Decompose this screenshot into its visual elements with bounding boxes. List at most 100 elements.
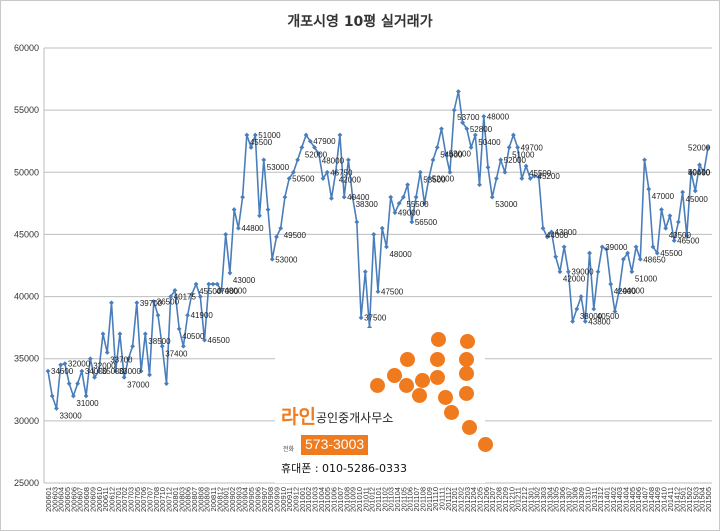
data-label: 33000 [119,367,142,376]
data-point [345,157,351,163]
x-tick-label: 200812 [215,487,224,512]
data-label: 48000 [389,250,412,259]
data-point [269,256,275,262]
data-label: 51000 [635,275,658,284]
data-point [464,126,470,132]
data-label: 45500 [529,169,552,178]
x-tick-label: 200605 [63,487,72,512]
data-point [675,219,681,225]
data-label: 46750 [330,168,353,177]
data-point [460,120,466,125]
x-tick-label: 201407 [641,487,650,512]
x-tick-label: 201006 [330,487,339,512]
x-tick-label: 200809 [203,487,212,512]
data-point [587,250,592,256]
data-point [134,300,140,306]
x-tick-label: 201204 [469,487,478,512]
x-tick-label: 200707 [146,487,155,512]
x-tick-label: 201102 [380,487,389,511]
logo-dot [431,332,446,347]
data-label: 47000 [216,287,239,296]
x-tick-label: 200806 [184,487,193,512]
data-point [282,194,288,200]
data-point [231,207,237,212]
data-point [197,294,203,299]
data-point [362,269,368,275]
x-tick-label: 201310 [583,487,592,512]
data-point [642,157,647,163]
data-point [494,176,499,181]
data-point [392,210,398,216]
x-tick-label: 200803 [177,487,186,512]
x-tick-label: 201205 [476,487,485,512]
data-point [599,244,605,250]
data-point [684,233,690,239]
x-tick-label: 201011 [361,487,370,511]
data-point [206,281,212,287]
data-label: 38000 [580,312,603,321]
logo-dot [400,352,415,367]
data-label: 52000 [688,143,711,152]
data-point [604,246,609,252]
x-tick-label: 200607 [76,487,85,512]
phone-label: 전화 [283,446,295,453]
x-tick-label: 201101 [374,487,383,511]
x-tick-label: 201408 [647,487,656,512]
data-label: 54000 [440,150,463,159]
data-point [164,381,169,386]
data-point [337,132,343,138]
x-tick-label: 201203 [463,487,472,512]
x-tick-label: 200608 [82,487,91,512]
data-point [45,368,51,374]
data-point [202,337,207,343]
data-label: 36500 [157,298,180,307]
data-label: 50400 [478,138,501,147]
x-tick-label: 200604 [57,487,66,512]
x-tick-label: 201201 [450,487,459,512]
data-point [210,281,216,287]
data-point [49,393,55,399]
x-tick-label: 201010 [355,487,364,512]
data-point [553,254,559,260]
x-tick-label: 201412 [672,487,681,512]
logo-dot [370,378,385,393]
data-label: 53000 [495,200,518,209]
logo-dot [459,366,474,381]
data-label: 47900 [313,137,336,146]
data-label: 39700 [140,299,163,308]
data-point [189,291,195,297]
data-point [358,315,364,321]
data-point [549,229,554,235]
data-point [620,256,626,262]
x-tick-label: 201107 [412,487,421,511]
data-point [350,194,356,200]
data-label: 44800 [241,224,264,233]
data-point [608,281,614,287]
data-label: 55500 [406,200,429,209]
data-point [451,107,457,113]
y-tick-label: 55000 [14,105,39,115]
data-point [540,225,546,231]
x-tick-label: 200609 [88,487,97,512]
x-tick-label: 201212 [520,487,529,512]
data-point [92,374,97,380]
data-point [290,169,296,175]
x-tick-label: 201002 [304,487,313,512]
data-label: 43800 [588,317,611,326]
x-tick-label: 201211 [514,487,523,511]
data-point [519,176,525,181]
data-point [104,350,110,355]
data-point [561,244,567,250]
data-point [405,182,411,188]
data-label: 46500 [208,336,231,345]
data-label: 49000 [398,209,421,218]
x-tick-label: 200606 [69,487,78,512]
data-point [274,234,279,240]
mobile-number: 휴대폰 : 010-5286-0333 [281,462,407,475]
data-point [176,326,182,332]
data-point [130,343,136,349]
data-label: 53500 [423,175,446,184]
data-label: 48000 [487,112,510,121]
data-point [223,232,229,237]
x-tick-label: 201406 [634,487,643,512]
